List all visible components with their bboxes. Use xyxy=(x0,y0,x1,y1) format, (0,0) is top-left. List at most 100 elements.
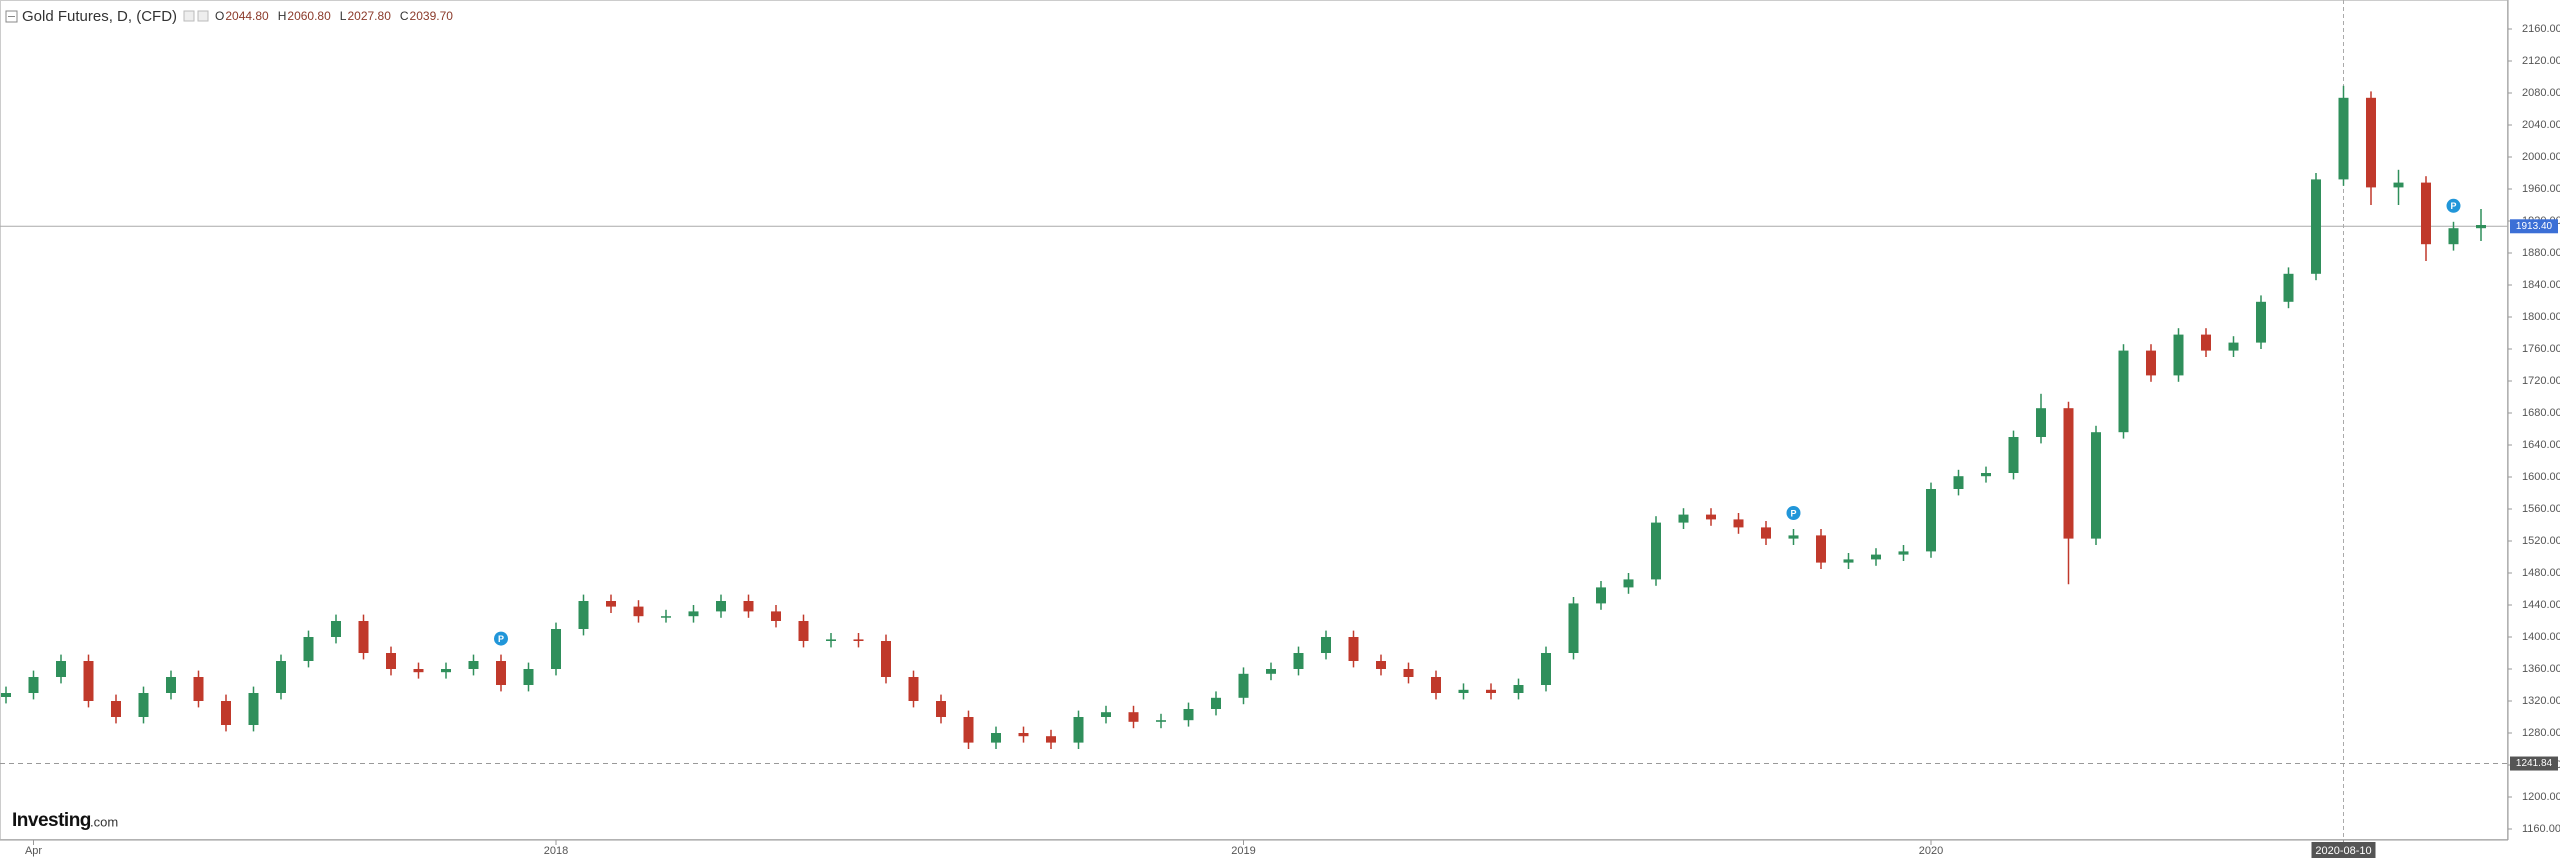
candle-body xyxy=(1596,587,1606,604)
y-tick-label: 2000.00 xyxy=(2522,151,2560,163)
candle-body xyxy=(1046,736,1056,743)
ohlc-value: 2027.80 xyxy=(347,9,391,23)
price-line-tag xyxy=(2510,219,2558,234)
y-tick-label: 2080.00 xyxy=(2522,87,2560,99)
candle-body xyxy=(1348,637,1359,661)
candle-body xyxy=(1898,551,1909,555)
logo-brand: Investing xyxy=(12,810,91,831)
event-marker[interactable] xyxy=(1786,506,1801,520)
candle-body xyxy=(1238,673,1249,698)
y-tick-label: 1520.00 xyxy=(2522,535,2560,547)
candle-body xyxy=(2008,437,2019,473)
y-tick-label: 1960.00 xyxy=(2522,183,2560,195)
chart-header: Gold Futures, D, (CFD) xyxy=(5,8,209,25)
y-tick-label: 1800.00 xyxy=(2522,311,2560,323)
candle-body xyxy=(2338,97,2349,180)
y-tick-label: 1560.00 xyxy=(2522,503,2560,515)
candle-body xyxy=(111,701,121,717)
candle-body xyxy=(771,611,781,621)
candle-body xyxy=(1018,733,1029,737)
y-tick-label: 1680.00 xyxy=(2522,407,2560,419)
candle-body xyxy=(963,717,974,743)
event-marker-label: P xyxy=(1790,508,1796,518)
candle-body xyxy=(248,693,259,725)
candle-body xyxy=(1073,717,1084,743)
candle-body xyxy=(1376,661,1386,669)
candle-body xyxy=(1183,709,1194,721)
candle-body xyxy=(1871,554,1881,560)
candle-body xyxy=(331,621,341,637)
candle-body xyxy=(991,733,1001,743)
y-tick-label: 2040.00 xyxy=(2522,119,2560,131)
candle-body xyxy=(1293,653,1304,669)
y-tick-label: 2120.00 xyxy=(2522,55,2560,67)
candle-body xyxy=(1678,514,1689,523)
candle-body xyxy=(1321,637,1331,653)
candle-body xyxy=(798,621,809,641)
candle-body xyxy=(358,621,369,653)
candle-body xyxy=(2311,179,2321,274)
ohlc-value: 2039.70 xyxy=(410,9,454,23)
candle-body xyxy=(881,641,891,677)
ohlc-value: 2044.80 xyxy=(225,9,269,23)
collapse-icon[interactable] xyxy=(5,10,18,23)
event-marker-label: P xyxy=(2450,201,2456,211)
candle-body xyxy=(1458,689,1469,693)
candle-body xyxy=(853,639,864,641)
y-tick-label: 1160.00 xyxy=(2522,823,2560,835)
candle-body xyxy=(413,669,424,673)
x-tick-label: Apr xyxy=(25,845,42,857)
candle-body xyxy=(1788,535,1799,539)
candle-body xyxy=(1156,720,1166,722)
candle-body xyxy=(2421,182,2431,245)
candle-body xyxy=(1403,669,1414,677)
reference-line-label: 1241.84 xyxy=(2516,758,2553,769)
candle-body xyxy=(1568,603,1579,653)
x-tick-label: 2020 xyxy=(1919,845,1943,857)
candle-body xyxy=(1926,489,1936,552)
x-tick-label: 2019 xyxy=(1231,845,1255,857)
candle-body xyxy=(1651,522,1661,580)
candle-body xyxy=(1513,685,1524,693)
y-tick-label: 1760.00 xyxy=(2522,343,2560,355)
ohlc-key: O xyxy=(215,9,224,23)
candle-body xyxy=(1816,535,1826,563)
candle-body xyxy=(2173,334,2184,376)
candle-body xyxy=(2146,350,2156,376)
candle-body xyxy=(468,661,479,669)
candle-body xyxy=(908,677,919,701)
candle-body xyxy=(386,653,396,669)
candle-body xyxy=(2201,334,2211,351)
candle-body xyxy=(578,601,589,629)
candle-body xyxy=(1623,579,1634,588)
candle-body xyxy=(2283,273,2294,302)
candle-body xyxy=(2091,432,2101,539)
y-tick-label: 1880.00 xyxy=(2522,247,2560,259)
event-marker[interactable] xyxy=(2446,198,2461,213)
candle-body xyxy=(1431,677,1441,693)
candle-body xyxy=(2063,408,2074,539)
candle-body xyxy=(1211,697,1221,709)
y-tick-label: 2160.00 xyxy=(2522,23,2560,35)
candle-body xyxy=(716,601,726,612)
logo-suffix: .com xyxy=(90,814,118,829)
candle-body xyxy=(2228,342,2239,351)
candle-body xyxy=(496,661,506,685)
event-marker[interactable] xyxy=(494,631,508,646)
y-tick-label: 1200.00 xyxy=(2522,791,2560,803)
candle-body xyxy=(56,661,66,677)
candle-body xyxy=(1761,527,1771,539)
candle-body xyxy=(1843,559,1854,563)
candle-body xyxy=(28,677,39,693)
close-icon[interactable] xyxy=(197,10,209,22)
candle-body xyxy=(1541,653,1551,685)
y-tick-label: 1600.00 xyxy=(2522,471,2560,483)
candle-body xyxy=(83,661,94,701)
candle-body xyxy=(2256,301,2266,343)
settings-icon[interactable] xyxy=(183,10,195,22)
candle-body xyxy=(743,601,754,612)
y-tick-label: 1280.00 xyxy=(2522,727,2560,739)
candle-body xyxy=(523,669,534,685)
candle-body xyxy=(2366,97,2376,188)
